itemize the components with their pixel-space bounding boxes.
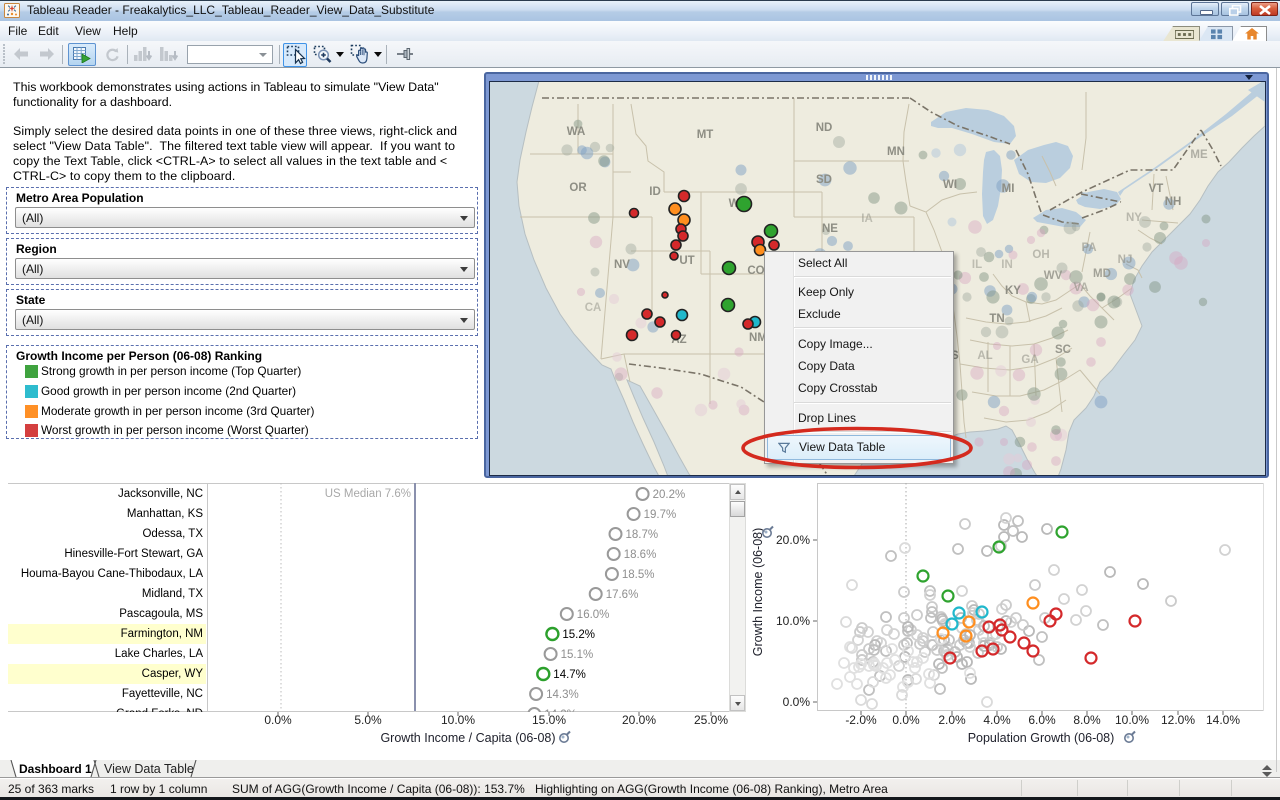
svg-text:OH: OH bbox=[1032, 249, 1049, 261]
svg-text:10.0%: 10.0% bbox=[1115, 713, 1149, 727]
svg-text:NM: NM bbox=[749, 332, 767, 344]
svg-text:WV: WV bbox=[1044, 270, 1063, 282]
svg-text:CO: CO bbox=[747, 265, 764, 277]
svg-text:15.0%: 15.0% bbox=[532, 713, 566, 727]
svg-text:VA: VA bbox=[1073, 282, 1088, 294]
svg-text:5.0%: 5.0% bbox=[354, 713, 382, 727]
svg-text:IN: IN bbox=[1001, 259, 1013, 271]
svg-text:IA: IA bbox=[861, 213, 873, 225]
svg-text:MN: MN bbox=[887, 146, 905, 158]
svg-text:UT: UT bbox=[679, 255, 694, 267]
svg-text:10.0%: 10.0% bbox=[776, 614, 810, 628]
svg-text:KY: KY bbox=[1005, 285, 1021, 297]
svg-text:18.7%: 18.7% bbox=[626, 529, 659, 541]
svg-text:19.7%: 19.7% bbox=[644, 509, 677, 521]
svg-text:ME: ME bbox=[1190, 149, 1208, 161]
svg-text:MD: MD bbox=[1093, 268, 1111, 280]
svg-text:WA: WA bbox=[567, 126, 586, 138]
svg-text:15.1%: 15.1% bbox=[561, 649, 594, 661]
svg-text:US Median 7.6%: US Median 7.6% bbox=[325, 488, 411, 500]
svg-text:AL: AL bbox=[977, 350, 992, 362]
svg-text:Growth Income / Capita (06-08): Growth Income / Capita (06-08) bbox=[380, 731, 555, 745]
svg-text:10.0%: 10.0% bbox=[441, 713, 475, 727]
svg-text:4.0%: 4.0% bbox=[983, 713, 1011, 727]
svg-text:20.0%: 20.0% bbox=[622, 713, 656, 727]
svg-text:6.0%: 6.0% bbox=[1028, 713, 1056, 727]
svg-text:14.0%: 14.0% bbox=[1206, 713, 1240, 727]
svg-text:Population Growth (06-08): Population Growth (06-08) bbox=[968, 731, 1115, 745]
svg-text:18.6%: 18.6% bbox=[624, 549, 657, 561]
svg-text:IL: IL bbox=[972, 259, 982, 271]
svg-text:TN: TN bbox=[989, 313, 1004, 325]
svg-text:20.2%: 20.2% bbox=[653, 489, 686, 501]
svg-text:18.5%: 18.5% bbox=[622, 569, 655, 581]
svg-text:MI: MI bbox=[1002, 183, 1015, 195]
svg-text:MT: MT bbox=[697, 129, 714, 141]
svg-text:12.0%: 12.0% bbox=[1161, 713, 1195, 727]
svg-text:ND: ND bbox=[816, 122, 833, 134]
svg-text:GA: GA bbox=[1021, 354, 1038, 366]
svg-text:8.0%: 8.0% bbox=[1073, 713, 1101, 727]
svg-text:Dashboard 1: Dashboard 1 bbox=[19, 762, 92, 776]
svg-text:NJ: NJ bbox=[1118, 254, 1133, 266]
svg-text:16.0%: 16.0% bbox=[577, 609, 610, 621]
svg-text:SD: SD bbox=[816, 174, 832, 186]
svg-text:14.3%: 14.3% bbox=[546, 689, 579, 701]
svg-text:NE: NE bbox=[822, 223, 838, 235]
svg-text:0.0%: 0.0% bbox=[783, 695, 811, 709]
svg-text:14.7%: 14.7% bbox=[553, 669, 586, 681]
svg-text:0.0%: 0.0% bbox=[892, 713, 920, 727]
svg-text:SC: SC bbox=[1055, 344, 1071, 356]
svg-text:NH: NH bbox=[1165, 196, 1182, 208]
svg-text:25.0%: 25.0% bbox=[694, 713, 728, 727]
svg-text:15.2%: 15.2% bbox=[562, 629, 595, 641]
svg-text:W: W bbox=[729, 198, 740, 210]
svg-text:VT: VT bbox=[1149, 183, 1164, 195]
svg-text:OR: OR bbox=[569, 182, 587, 194]
svg-text:NV: NV bbox=[614, 259, 630, 271]
svg-text:0.0%: 0.0% bbox=[264, 713, 292, 727]
svg-text:2.0%: 2.0% bbox=[938, 713, 966, 727]
svg-text:Growth Income (06-08): Growth Income (06-08) bbox=[751, 528, 765, 657]
svg-text:View Data Table: View Data Table bbox=[104, 762, 194, 776]
svg-text:PA: PA bbox=[1081, 242, 1096, 254]
svg-text:NY: NY bbox=[1126, 212, 1142, 224]
svg-text:14.2%: 14.2% bbox=[544, 709, 577, 712]
svg-text:20.0%: 20.0% bbox=[776, 533, 810, 547]
svg-text:WI: WI bbox=[943, 179, 957, 191]
svg-text:17.6%: 17.6% bbox=[606, 589, 639, 601]
svg-text:ID: ID bbox=[649, 186, 661, 198]
svg-text:-2.0%: -2.0% bbox=[845, 713, 877, 727]
svg-text:CA: CA bbox=[585, 302, 602, 314]
